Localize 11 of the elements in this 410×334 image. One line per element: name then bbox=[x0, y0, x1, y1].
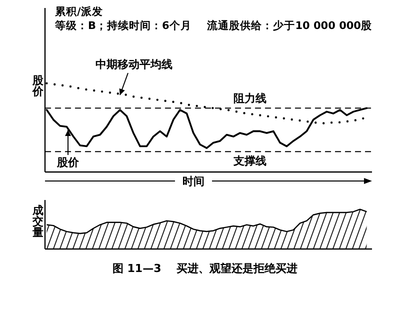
legend-label: 股价 bbox=[56, 156, 80, 169]
y-axis-title: 股价 bbox=[32, 74, 44, 98]
ref-line-label: 支撑线 bbox=[232, 154, 266, 168]
ref-line-label: 阻力线 bbox=[234, 92, 266, 106]
text: 累积/派发 bbox=[54, 5, 103, 18]
y-axis-title: 成交量 bbox=[32, 204, 44, 239]
text: 流通股供给：少于10 000 000股 bbox=[206, 19, 373, 32]
x-axis-title: 时间 bbox=[182, 175, 204, 188]
caption: 图 11—3 买进、观望还是拒绝买进 bbox=[112, 262, 298, 275]
series-label: 中期移动平均线 bbox=[96, 58, 172, 71]
text: 等级：B；持续时间：6个月 bbox=[54, 19, 192, 32]
